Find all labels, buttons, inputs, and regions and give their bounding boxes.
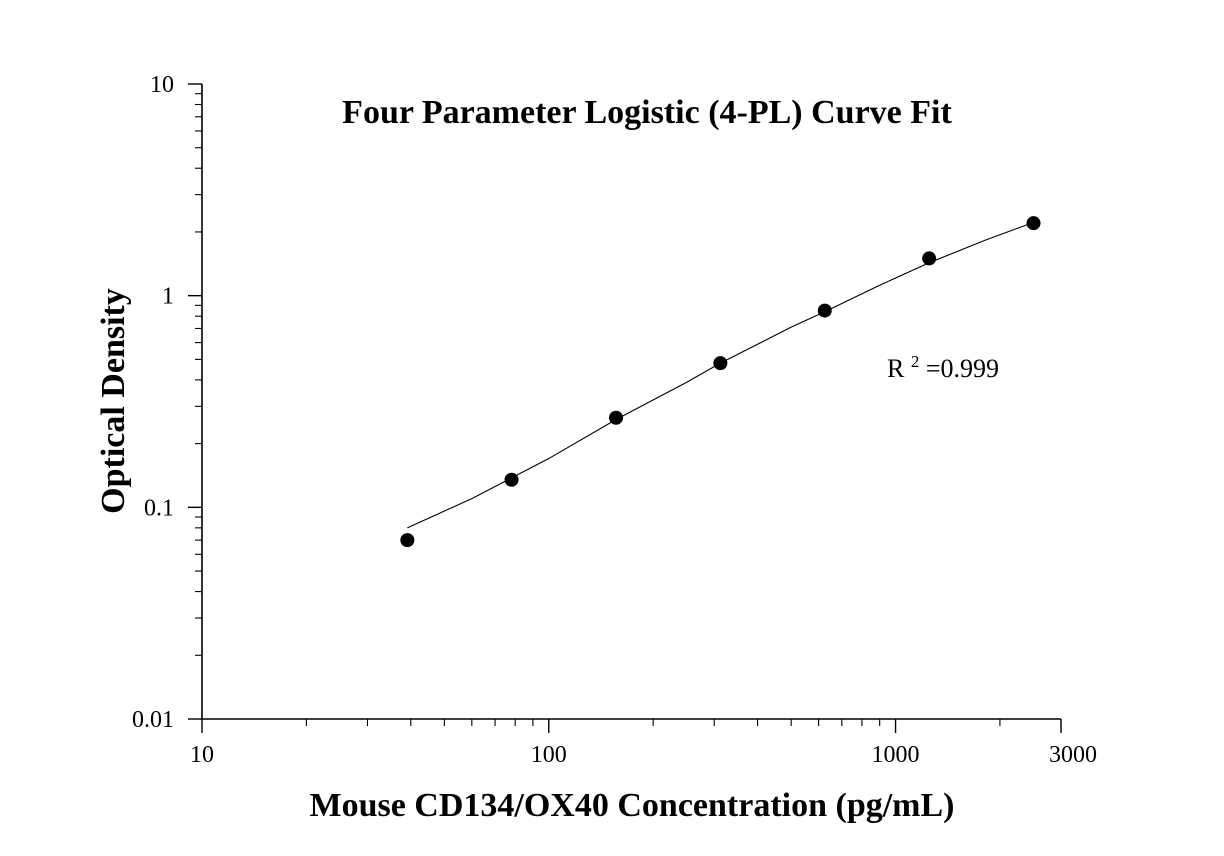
- axes-layer: 0.01 0.1 1 10 10 100 1000 3000: [132, 72, 1097, 768]
- x-tick-label: 100: [531, 742, 567, 768]
- y-tick-label: 0.1: [144, 495, 174, 521]
- fit-curve-layer: [407, 221, 1034, 529]
- y-tick-label: 1: [162, 284, 174, 310]
- data-point: [922, 251, 937, 266]
- fit-curve: [407, 221, 1034, 529]
- r-squared-annotation: R 2 =0.999: [887, 344, 999, 383]
- data-point: [400, 533, 415, 548]
- data-point: [713, 356, 728, 371]
- y-tick-label: 10: [150, 72, 174, 98]
- r-squared-superscript: 2: [911, 352, 920, 371]
- data-points-layer: [400, 216, 1041, 548]
- data-point: [504, 472, 519, 487]
- r-squared-base: R: [887, 354, 905, 383]
- data-point: [1026, 216, 1041, 231]
- r-squared-value: =0.999: [926, 354, 999, 383]
- y-axis-title: Optical Density: [95, 288, 132, 514]
- x-axis-title: Mouse CD134/OX40 Concentration (pg/mL): [309, 787, 954, 824]
- data-point: [609, 410, 624, 425]
- x-tick-label: 3000: [1049, 742, 1097, 768]
- x-tick-label: 1000: [872, 742, 920, 768]
- data-point: [817, 303, 832, 318]
- x-tick-label: 10: [190, 742, 214, 768]
- chart-title: Four Parameter Logistic (4-PL) Curve Fit: [342, 94, 952, 131]
- y-tick-label: 0.01: [132, 707, 174, 733]
